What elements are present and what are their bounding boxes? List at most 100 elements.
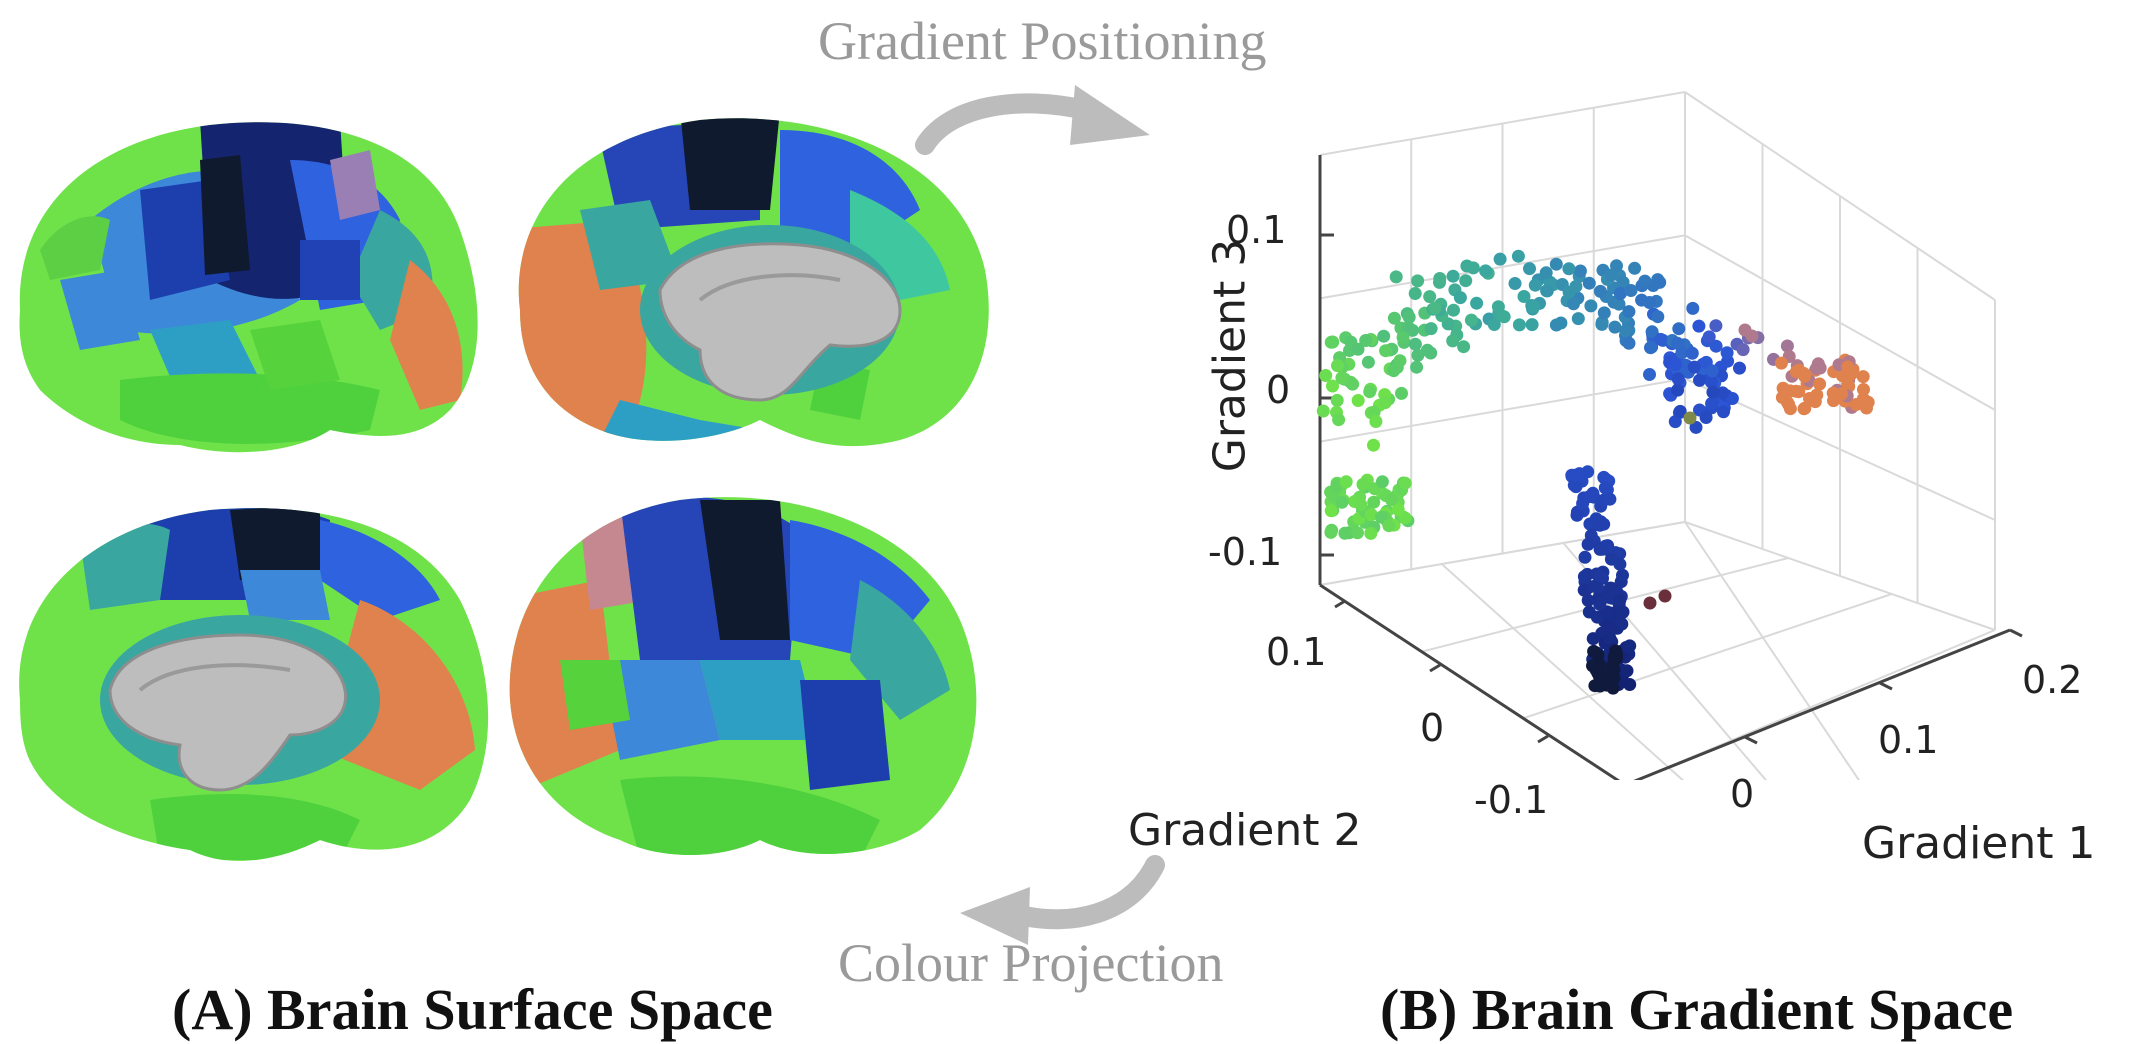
data-point [1638,274,1652,288]
data-point [1593,284,1607,298]
data-point [1512,318,1526,332]
data-point [1622,336,1636,350]
gradient-2-axis [1319,583,1621,780]
data-point [1672,322,1686,336]
data-point [1540,284,1554,298]
gradient-3-tick: -0.1 [1208,530,1283,574]
grid-line [1684,521,1996,631]
data-point [1367,438,1380,452]
gradient-2-tick: 0.1 [1266,630,1327,674]
data-point [1671,372,1685,386]
data-point [1361,355,1375,369]
gradient-1-tick-mark [1744,735,1758,745]
plot-axes [1318,155,2023,780]
data-point [1644,341,1657,355]
data-point [1457,340,1471,354]
data-point [1385,493,1398,507]
data-point [1491,300,1505,314]
data-point [1324,525,1338,539]
data-point [1578,550,1592,564]
gradient-2-tick-mark [1334,599,1346,609]
data-point [1683,411,1697,425]
data-point [1459,274,1473,288]
data-point [1447,303,1460,317]
data-point [1581,537,1595,551]
data-point [1614,616,1628,630]
gradient-1-tick: 0.1 [1878,718,1939,762]
data-point [1375,475,1389,489]
gradient-2-tick: -0.1 [1474,778,1549,822]
data-point [1597,306,1611,320]
data-point [1582,490,1596,504]
data-point [1324,504,1338,518]
data-point [1395,386,1408,400]
gradient-1-tick-mark [2009,628,2023,638]
data-point [1594,569,1608,583]
panel-a-caption: (A) Brain Surface Space [172,977,773,1042]
grid-line [1319,521,1686,586]
data-point [1705,397,1719,410]
data-point [1616,275,1630,289]
data-point [1525,318,1539,332]
gradient-1-tick: 0 [1730,772,1755,816]
data-point [1716,386,1730,400]
data-point [1582,276,1596,290]
data-point [1609,644,1623,658]
data-point [1396,330,1410,344]
data-point [1595,542,1609,556]
data-point [1687,360,1701,374]
data-point [1612,297,1626,311]
data-point [1487,318,1501,331]
data-point [1857,383,1870,396]
data-point [1410,360,1424,374]
data-point [1316,404,1330,418]
data-point [1598,481,1612,495]
gradient-positioning-label: Gradient Positioning [818,11,1267,71]
data-point [1326,379,1339,393]
data-point [1571,312,1585,326]
grid-line [1684,234,1996,411]
data-point [1446,334,1460,348]
data-point [1332,413,1346,427]
data-point [1619,324,1633,338]
data-point [1581,465,1595,479]
data-point [1603,631,1617,645]
data-point [1596,667,1610,681]
data-point [1643,296,1656,309]
data-point [1668,358,1682,372]
data-point [1623,639,1637,653]
data-point [1379,344,1393,358]
data-point [1528,278,1542,292]
data-point [1423,290,1437,304]
data-point [1351,526,1364,540]
data-point [1573,264,1587,278]
data-point [1391,503,1405,517]
data-point [1446,269,1460,283]
brain-view-left-medial [518,118,989,447]
curved-arrow-right-icon [915,85,1150,155]
data-point [1402,310,1416,324]
data-point [1606,681,1620,695]
gradient-3-axis-label: Gradient 3 [1204,238,1256,473]
grid-line [1319,377,1686,443]
data-point [1424,346,1438,360]
data-point [1613,593,1627,607]
data-point [1382,519,1396,533]
data-point [1736,343,1750,357]
grid-line [1319,91,1686,156]
gradient-scatter-plot [1316,91,2023,780]
data-point [1588,579,1602,593]
gradient-2-tick-mark [1429,663,1441,673]
data-point [1702,330,1716,344]
data-point [1408,287,1422,300]
data-point [1364,508,1378,522]
grid-line [1440,563,1685,780]
data-point [1433,272,1447,285]
data-point [1699,411,1713,424]
data-point [1789,365,1803,379]
data-point [1511,249,1525,263]
data-point [1789,384,1803,398]
data-point [1493,252,1507,266]
gradient-1-tick: 0.2 [2022,658,2083,702]
data-point [1856,370,1870,384]
